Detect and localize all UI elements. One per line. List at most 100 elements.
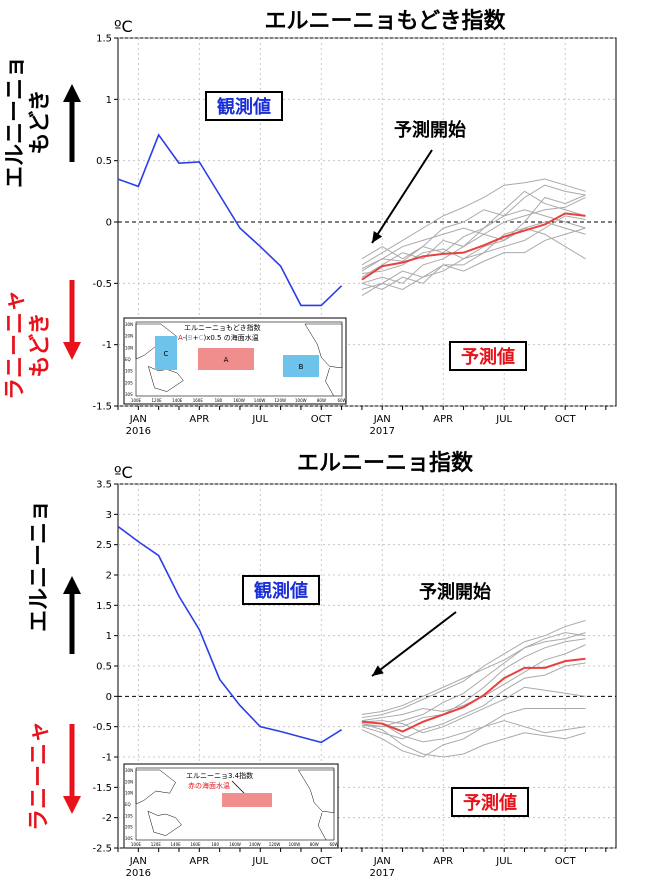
inset-lon-tick: 160W — [233, 398, 245, 403]
warm-side-label-line: エルニーニョ — [3, 56, 28, 188]
x-tick-label: APR — [433, 856, 453, 867]
inset-lon-tick: 140E — [172, 398, 183, 403]
inset-lat-tick: 10S — [125, 369, 133, 374]
x-tick-label: JAN — [373, 856, 391, 867]
observed-label-text: 観測値 — [217, 96, 271, 118]
x-tick-year: 2017 — [370, 426, 395, 437]
forecast-member-line — [361, 723, 586, 758]
inset-lon-tick: 60W — [329, 842, 338, 847]
forecast-label-box — [449, 341, 527, 371]
forecast-member-line — [361, 190, 586, 272]
x-tick-label: JAN — [373, 414, 391, 425]
inset-lon-tick: 60W — [337, 398, 346, 403]
forecast-label-box — [451, 787, 529, 817]
y-tick-label: 1 — [106, 95, 112, 106]
y-tick-label: -1 — [102, 340, 112, 351]
cold-side-label: ラニーニャ — [27, 721, 52, 831]
inset-lon-tick: 180 — [211, 842, 219, 847]
y-tick-label: 1 — [106, 631, 112, 642]
inset-lat-tick: 10N — [125, 345, 133, 350]
inset-lon-tick: 120W — [269, 842, 281, 847]
y-tick-label: 3.5 — [96, 480, 112, 491]
forecast-member-line — [361, 194, 586, 284]
x-tick-label: OCT — [311, 856, 333, 867]
x-tick-label: OCT — [311, 414, 333, 425]
forecast-start-arrow — [371, 149, 433, 244]
x-tick-label: JAN — [129, 856, 147, 867]
inset-region-B — [283, 355, 319, 377]
forecast-start-label: 予測開始 — [419, 581, 491, 603]
inset-region-label: C — [164, 350, 169, 358]
observed-label: 観測値 — [242, 575, 320, 605]
inset-land-america — [304, 323, 343, 369]
inset-region-label: B — [299, 363, 304, 371]
inset-lon-tick: 180 — [215, 398, 223, 403]
inset-lat-tick: 30N — [125, 322, 133, 327]
warm-side-label: エルニーニョ もどき — [3, 56, 53, 188]
x-tick-year: 2017 — [370, 868, 395, 879]
forecast-member-line — [361, 662, 586, 740]
cold-side-label-line: もどき — [28, 313, 53, 378]
inset-formula-part: + — [193, 334, 199, 342]
inset-lat-tick: EQ — [125, 357, 131, 362]
cold-side-label: ラニーニャ もどき — [3, 290, 53, 400]
warm-side-label-line: もどき — [28, 90, 53, 155]
y-axis-unit: ºC — [114, 463, 133, 482]
inset-lon-tick: 140E — [171, 842, 182, 847]
forecast-member-line — [361, 227, 586, 297]
inset-formula-part: 赤の海面水温 — [188, 781, 230, 790]
inset-formula-part: -( — [183, 334, 189, 342]
el-nino-modoki-chart: エルニーニョもどき指数ºC-1.5-1-0.500.511.5JAN2016AP… — [3, 8, 617, 437]
observed-label-box — [242, 575, 320, 605]
warm-arrow-head — [63, 84, 81, 102]
forecast-mean-line — [361, 212, 586, 281]
x-tick-label: JUL — [495, 856, 512, 867]
inset-formula-part: C — [199, 334, 204, 342]
inset-lat-tick: 20N — [125, 779, 133, 784]
x-tick-label: JUL — [495, 414, 512, 425]
inset-lon-tick: 100W — [289, 842, 301, 847]
inset-land-asia — [135, 769, 176, 805]
inset-land-south-america — [325, 367, 334, 397]
el-nino-modoki-panel: エルニーニョもどき指数 ºC -1.5 -1 -0.5 0 0.5 1 1.5 JAN 2016 AP… — [0, 0, 650, 440]
chart-title: エルニーニョもどき指数 — [265, 8, 507, 34]
forecast-member-line — [361, 215, 586, 291]
observed-label-box — [205, 91, 283, 121]
forecast-member-line — [361, 178, 586, 266]
inset-lon-tick: 100E — [131, 842, 142, 847]
x-tick-label: APR — [189, 414, 209, 425]
x-tick-label: APR — [189, 856, 209, 867]
forecast-member-line — [361, 638, 586, 728]
cold-arrow-head — [63, 796, 81, 814]
inset-lon-tick: 120W — [274, 398, 286, 403]
forecast-label-text: 予測値 — [463, 792, 517, 814]
x-tick-label: APR — [433, 414, 453, 425]
x-tick-label: JUL — [251, 414, 268, 425]
forecast-member-line — [361, 707, 586, 758]
inset-land-south-america — [317, 812, 327, 841]
inset-lon-tick: 80W — [310, 842, 319, 847]
inset-lon-tick: 160W — [229, 842, 241, 847]
forecast-member-line — [361, 184, 586, 260]
x-tick-year: 2016 — [126, 426, 151, 437]
inset-lat-tick: 10S — [125, 813, 133, 818]
inset-land-maritime — [147, 810, 182, 836]
observed-label: 観測値 — [205, 91, 283, 121]
forecast-member-line — [361, 197, 586, 270]
warm-side-label-line: エルニーニョ — [27, 500, 52, 632]
y-tick-label: 2 — [106, 571, 112, 582]
inset-lon-tick: 120E — [152, 398, 163, 403]
inset-lat-tick: EQ — [125, 802, 131, 807]
y-tick-label: -0.5 — [92, 279, 112, 290]
inset-formula-part: )x0.5 — [203, 334, 221, 342]
x-tick-label: JUL — [251, 856, 268, 867]
y-tick-label: -2 — [102, 813, 112, 824]
forecast-member-line — [361, 720, 586, 743]
inset-title: エルニーニョもどき指数 — [184, 323, 261, 332]
y-tick-label: -0.5 — [92, 722, 112, 733]
inset-lat-tick: 30S — [125, 836, 133, 841]
inset-region-nino34 — [222, 793, 272, 807]
x-tick-label: OCT — [555, 856, 577, 867]
